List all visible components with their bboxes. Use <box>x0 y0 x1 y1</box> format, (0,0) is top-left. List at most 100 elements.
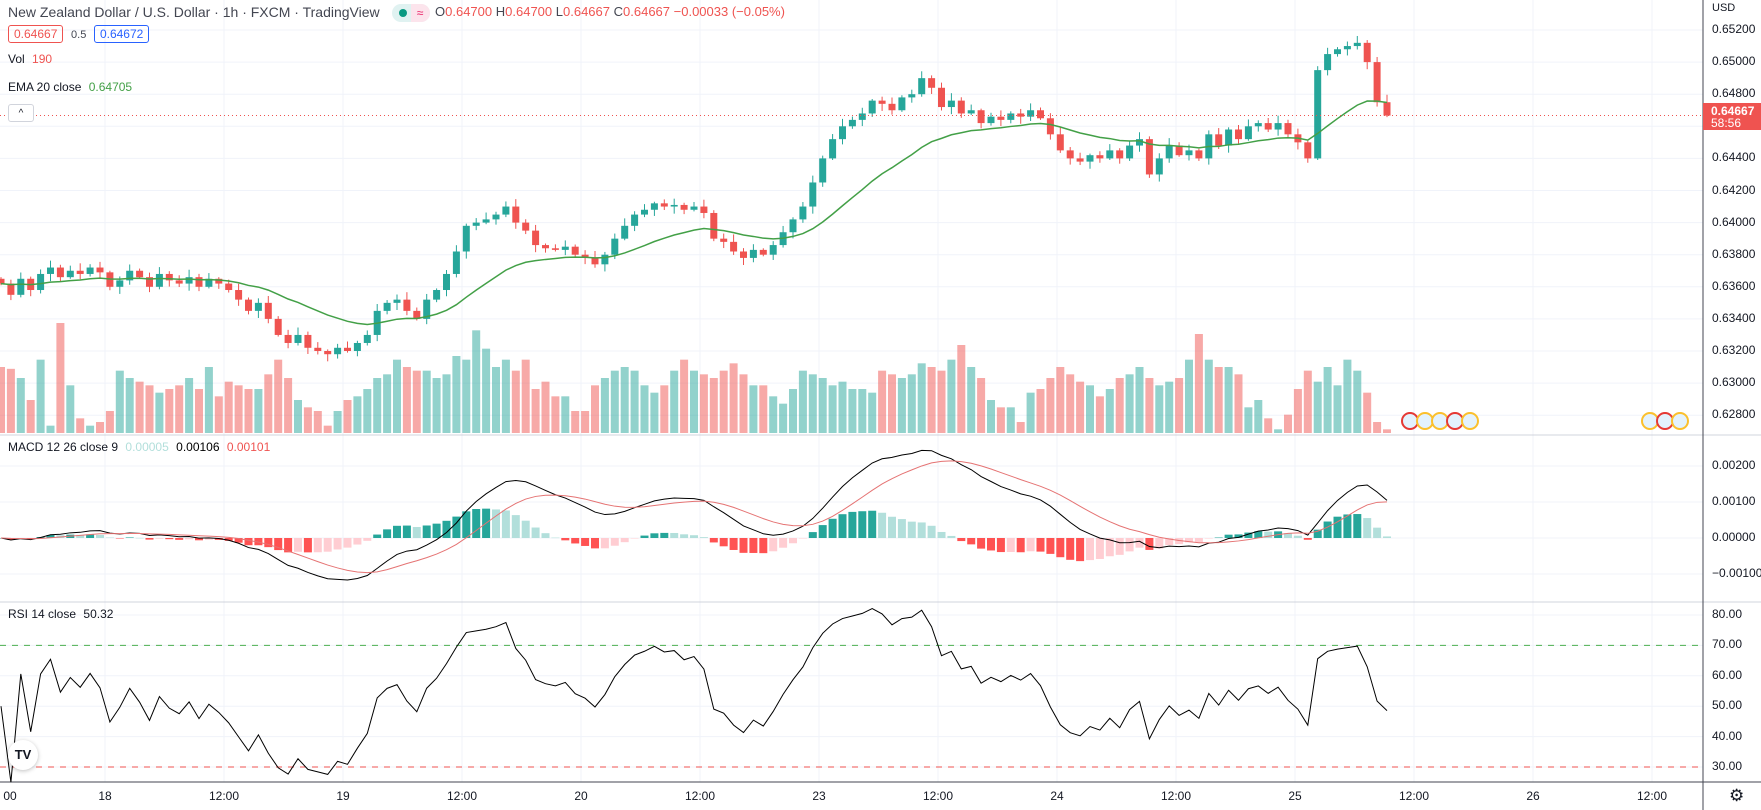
candle-body <box>631 214 639 226</box>
candle-body <box>1373 62 1381 103</box>
macd-histogram-bar <box>204 538 213 540</box>
volume-bar <box>660 385 669 433</box>
macd-histogram-bar <box>1333 516 1342 538</box>
macd-histogram-bar <box>630 538 639 539</box>
volume-bar <box>76 418 85 433</box>
macd-axis-label: −0.00100 <box>1712 566 1761 580</box>
candle-body <box>839 126 846 140</box>
us-flag-event-icon <box>1461 412 1479 430</box>
candle-body <box>136 270 144 278</box>
volume-bar <box>719 370 728 433</box>
volume-bar <box>1095 396 1104 433</box>
volume-bar <box>1343 359 1352 433</box>
macd-histogram-bar <box>1373 527 1382 538</box>
price-axis-label: 0.63600 <box>1712 278 1756 293</box>
macd-histogram-bar <box>1056 538 1065 558</box>
macd-histogram-bar <box>452 516 461 538</box>
price-axis-label: 0.65200 <box>1712 22 1756 36</box>
price-axis-label: 0.63000 <box>1712 375 1756 390</box>
candle-body <box>1215 134 1223 146</box>
macd-histogram-bar <box>1115 538 1124 555</box>
macd-histogram-bar <box>1234 534 1243 538</box>
volume-legend[interactable]: Vol 190 <box>8 52 53 66</box>
macd-histogram-bar <box>165 538 174 540</box>
current-price-label: 0.64667 58:56 <box>1703 103 1761 130</box>
macd-histogram-bar <box>600 538 609 549</box>
volume-bar <box>531 389 540 433</box>
candle-body <box>1274 123 1282 130</box>
currency-selector[interactable]: USD <box>1712 2 1736 14</box>
rsi-axis-label: 60.00 <box>1712 667 1743 682</box>
candle-body <box>1235 129 1242 140</box>
candle-body <box>443 273 450 291</box>
settings-gear-icon[interactable]: ⚙ <box>1729 786 1745 805</box>
macd-histogram-bar <box>749 538 758 553</box>
candle-body <box>482 219 490 223</box>
volume-bar <box>135 381 144 433</box>
time-axis-label: 24 <box>1050 789 1064 803</box>
macd-histogram-bar <box>412 526 421 538</box>
candle-body <box>532 230 540 246</box>
volume-bar <box>630 370 639 433</box>
volume-bar <box>996 407 1005 433</box>
candle-body <box>868 100 876 114</box>
macd-histogram-bar <box>937 531 946 538</box>
macd-axis-label: 0.00200 <box>1712 458 1756 472</box>
candle-body <box>690 206 698 210</box>
volume-bar <box>56 323 65 433</box>
collapse-legend-button[interactable]: ^ <box>8 104 34 122</box>
volume-bar <box>828 385 837 433</box>
macd-histogram-bar <box>858 511 867 538</box>
candle-body <box>581 254 589 258</box>
rsi-legend[interactable]: RSI 14 close 50.32 <box>8 607 114 621</box>
macd-histogram-bar <box>363 538 372 541</box>
volume-bar <box>383 374 392 433</box>
us-flag-event-icon <box>1416 412 1434 430</box>
candle-body <box>898 97 906 111</box>
trade-buttons: 0.64667 0.5 0.64672 <box>8 25 150 43</box>
volume-bar <box>1046 378 1055 433</box>
candle-body <box>561 246 569 250</box>
volume-bar <box>86 425 95 433</box>
symbol-legend[interactable]: New Zealand Dollar / U.S. Dollar · 1h · … <box>8 4 430 23</box>
candle-body <box>908 94 916 98</box>
volume-bar <box>224 381 233 433</box>
volume-bar <box>1066 374 1075 433</box>
candle-body <box>1383 102 1391 116</box>
spread-value: 0.5 <box>71 29 87 41</box>
macd-histogram-bar <box>967 538 976 545</box>
macd-histogram-bar <box>1343 514 1352 538</box>
volume-bar <box>115 370 124 433</box>
volume-bar <box>1026 392 1035 433</box>
volume-bar <box>1353 370 1362 433</box>
candle-body <box>977 110 985 124</box>
volume-bar <box>96 422 104 433</box>
candle-body <box>7 283 15 295</box>
buy-button[interactable]: 0.64672 <box>93 25 150 43</box>
sell-button[interactable]: 0.64667 <box>8 25 64 43</box>
volume-bar <box>432 378 441 433</box>
volume-bar <box>1165 381 1174 433</box>
macd-line-value: 0.00106 <box>176 440 220 454</box>
tradingview-logo[interactable]: TV <box>8 740 38 770</box>
ohlc-values: O0.64700 H0.64700 L0.64667 C0.64667 −0.0… <box>435 4 785 19</box>
volume-bar <box>1234 374 1243 433</box>
candle-body <box>928 78 936 88</box>
macd-histogram-bar <box>1244 532 1253 538</box>
volume-bar <box>1333 385 1342 433</box>
time-axis-label: 20 <box>574 789 588 803</box>
candle-body <box>1086 155 1094 162</box>
market-status-badge[interactable]: ≈ <box>391 4 430 23</box>
candle-body <box>1056 134 1064 151</box>
candle-body <box>799 206 807 220</box>
volume-bar <box>1194 334 1203 433</box>
candle-body <box>47 267 54 274</box>
macd-histogram-bar <box>907 521 916 538</box>
ema-legend[interactable]: EMA 20 close 0.64705 <box>8 80 133 94</box>
volume-bar <box>917 363 926 433</box>
volume-bar <box>1363 392 1372 433</box>
macd-legend[interactable]: MACD 12 26 close 9 0.00005 0.00106 0.001… <box>8 440 271 454</box>
rsi-line <box>0 607 1388 783</box>
candle-body <box>185 277 193 284</box>
